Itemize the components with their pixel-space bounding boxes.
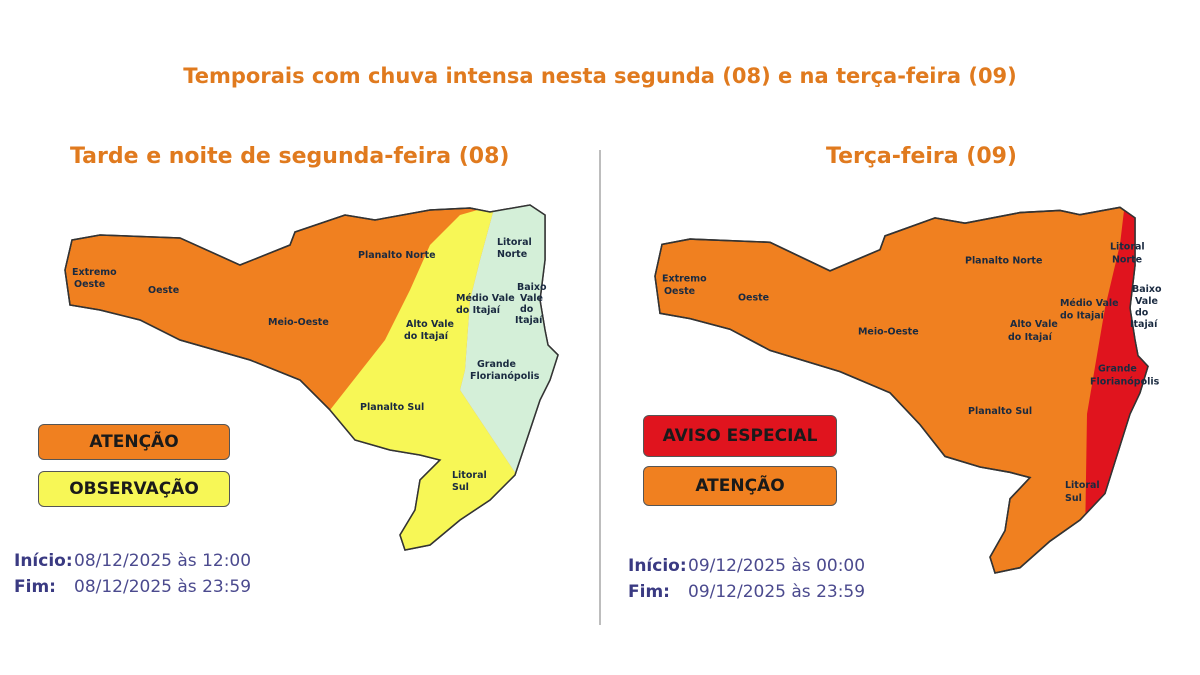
label-grande-floripa: Grande xyxy=(1098,363,1137,374)
right-dates: Início:09/12/2025 às 00:00 Fim: 09/12/202… xyxy=(628,553,865,605)
right-subtitle: Terça-feira (09) xyxy=(826,144,1017,169)
main-title: Temporais com chuva intensa nesta segund… xyxy=(183,64,1017,88)
start-value: 09/12/2025 às 00:00 xyxy=(688,556,866,576)
label-medio-vale: Médio Vale xyxy=(456,293,515,304)
label-baixo-vale-2: Vale xyxy=(520,293,543,304)
label-litoral-norte: Litoral xyxy=(1110,241,1145,252)
legend-observacao: OBSERVAÇÃO xyxy=(38,471,230,507)
label-planalto-sul: Planalto Sul xyxy=(360,402,424,413)
label-litoral-sul-2: Sul xyxy=(1065,493,1082,504)
label-baixo-vale-4: Itajaí xyxy=(1130,318,1158,330)
label-baixo-vale: Baixo xyxy=(1132,284,1162,295)
label-litoral-sul-2: Sul xyxy=(452,482,469,493)
label-oeste: Oeste xyxy=(148,285,179,296)
legend-atencao: ATENÇÃO xyxy=(38,424,230,460)
label-alto-vale: Alto Vale xyxy=(406,319,454,330)
end-value: 08/12/2025 às 23:59 xyxy=(74,577,252,597)
end-label: Fim: xyxy=(628,582,670,602)
start-value: 08/12/2025 às 12:00 xyxy=(74,551,252,571)
label-litoral-norte-2: Norte xyxy=(497,249,527,260)
label-planalto-norte: Planalto Norte xyxy=(965,255,1043,266)
label-extremo: Extremo xyxy=(72,267,117,278)
label-grande-floripa-2: Florianópolis xyxy=(1090,375,1159,387)
label-meio-oeste: Meio-Oeste xyxy=(858,326,919,337)
label-litoral-norte: Litoral xyxy=(497,237,532,248)
label-litoral-sul: Litoral xyxy=(452,470,487,481)
label-extremo-oeste: Oeste xyxy=(74,279,105,290)
divider xyxy=(599,150,601,625)
label-baixo-vale-2: Vale xyxy=(1135,296,1158,307)
label-extremo-oeste: Oeste xyxy=(664,286,695,297)
left-dates: Início:08/12/2025 às 12:00 Fim: 08/12/202… xyxy=(14,548,251,600)
label-meio-oeste: Meio-Oeste xyxy=(268,317,329,328)
label-planalto-sul: Planalto Sul xyxy=(968,406,1032,417)
legend-aviso-especial: AVISO ESPECIAL xyxy=(643,415,837,457)
right-map: Extremo Oeste Oeste Meio-Oeste Planalto … xyxy=(654,206,1162,574)
region-atencao xyxy=(654,206,1149,574)
end-label: Fim: xyxy=(14,577,56,597)
label-planalto-norte: Planalto Norte xyxy=(358,250,436,261)
label-baixo-vale-3: do xyxy=(520,304,534,315)
start-label: Início: xyxy=(14,551,73,571)
label-baixo-vale: Baixo xyxy=(517,282,547,293)
label-baixo-vale-3: do xyxy=(1135,307,1149,318)
label-grande-floripa-2: Florianópolis xyxy=(470,371,540,382)
label-litoral-sul: Litoral xyxy=(1065,480,1100,491)
label-alto-vale-2: do Itajaí xyxy=(404,331,449,342)
label-baixo-vale-4: Itajaí xyxy=(515,315,543,326)
label-oeste: Oeste xyxy=(738,292,769,303)
end-value: 09/12/2025 às 23:59 xyxy=(688,582,866,602)
label-grande-floripa: Grande xyxy=(477,359,516,370)
label-alto-vale-2: do Itajaí xyxy=(1008,331,1053,343)
label-medio-vale-2: do Itajaí xyxy=(456,305,501,316)
label-alto-vale: Alto Vale xyxy=(1010,319,1058,330)
legend-atencao-right: ATENÇÃO xyxy=(643,466,837,506)
label-medio-vale-2: do Itajaí xyxy=(1060,309,1105,321)
label-litoral-norte-2: Norte xyxy=(1112,254,1142,265)
label-extremo: Extremo xyxy=(662,273,707,284)
start-label: Início: xyxy=(628,556,687,576)
left-subtitle: Tarde e noite de segunda-feira (08) xyxy=(70,144,510,169)
label-medio-vale: Médio Vale xyxy=(1060,297,1119,309)
